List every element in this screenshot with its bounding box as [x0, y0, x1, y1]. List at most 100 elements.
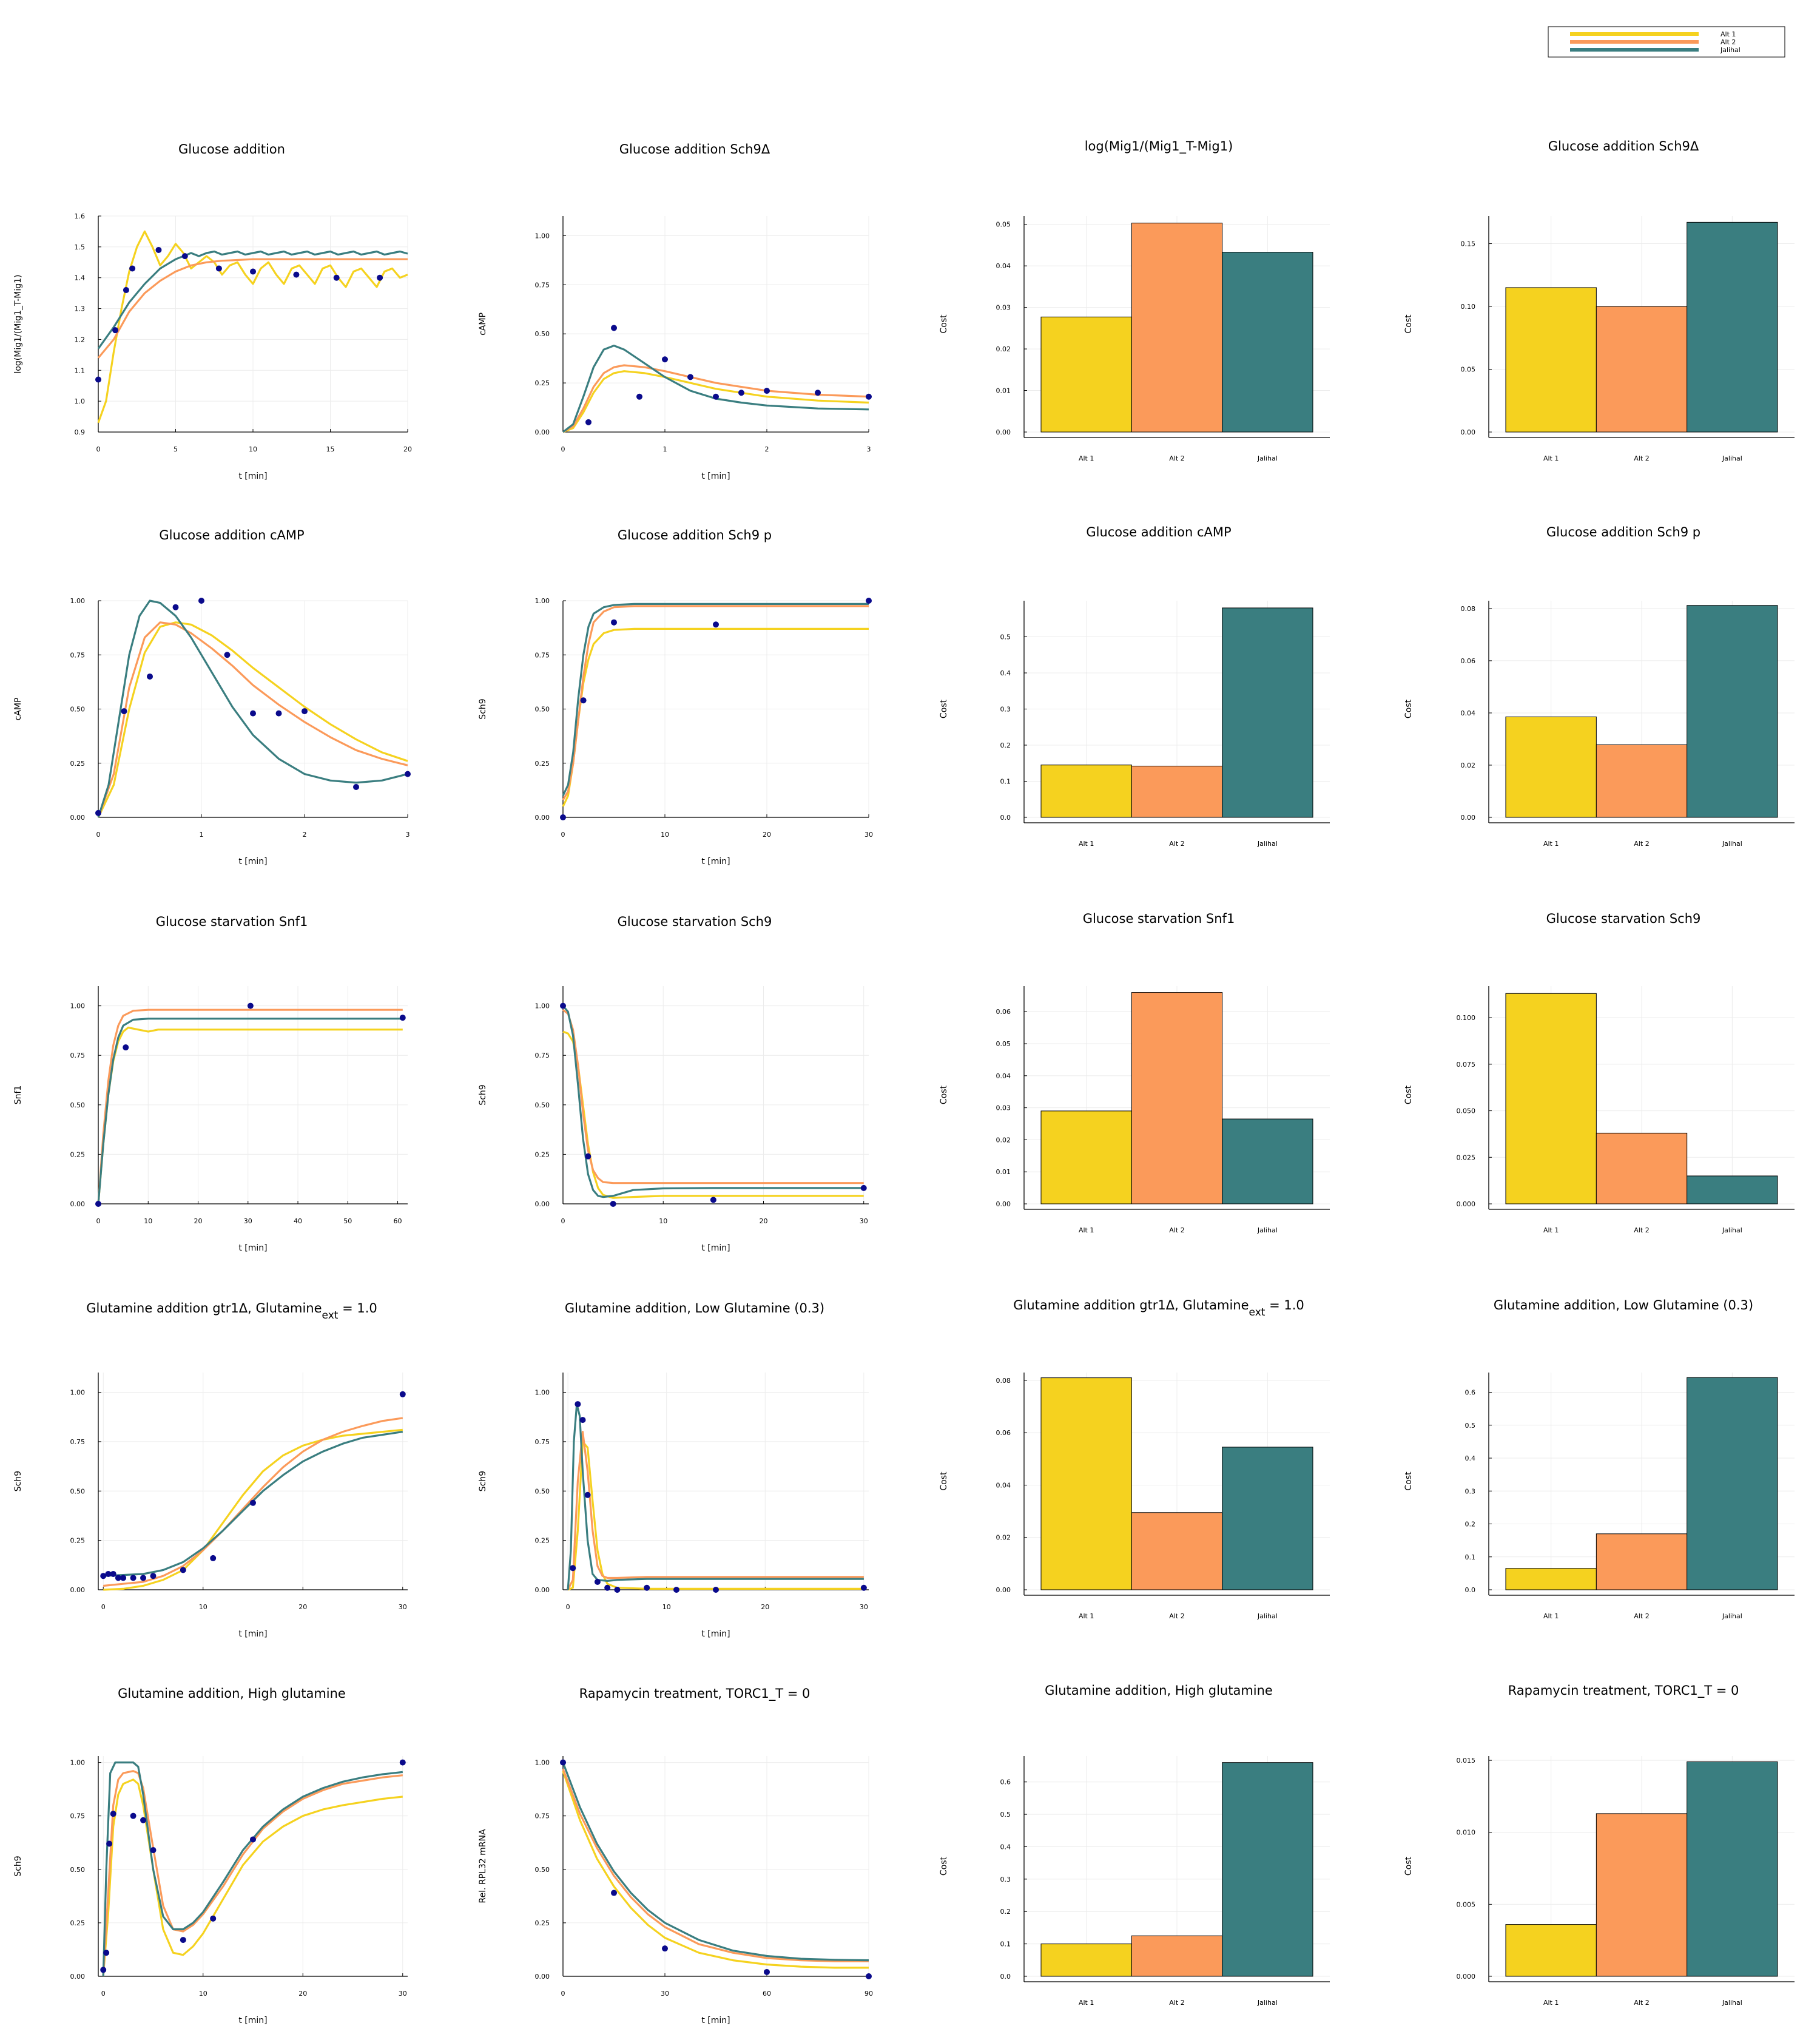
- bar-1: [1596, 744, 1688, 818]
- y-tick-label-4: 1.00: [70, 597, 86, 605]
- data-point-1: [575, 1401, 581, 1408]
- data-point-2: [247, 1002, 254, 1009]
- panel-title-18: Glutamine addition, High glutamine: [1045, 1683, 1273, 1698]
- y-tick-label-2: 0.50: [535, 330, 550, 338]
- data-point-3: [399, 1015, 406, 1021]
- data-point-9: [866, 393, 872, 400]
- y-axis-label: Cost: [1404, 1856, 1414, 1876]
- series-line-0: [102, 1778, 403, 1977]
- y-tick-label-1: 0.25: [535, 760, 550, 768]
- bar-1: [1131, 1935, 1223, 1977]
- data-point-9: [333, 274, 340, 281]
- data-point-7: [764, 388, 770, 394]
- y-tick-label-3: 0.03: [996, 1104, 1011, 1112]
- bar-0: [1505, 716, 1597, 818]
- x-tick-label-2: Jalihal: [1722, 840, 1742, 848]
- y-tick-label-0: 0.00: [70, 1586, 86, 1594]
- y-tick-label-4: 0.100: [1457, 1014, 1476, 1022]
- x-tick-label-1: 10: [659, 1217, 667, 1225]
- x-tick-label-2: Jalihal: [1722, 1612, 1742, 1620]
- x-tick-label-0: Alt 1: [1079, 1999, 1094, 2007]
- x-tick-label-2: Jalihal: [1257, 1999, 1278, 2007]
- data-point-2: [636, 393, 642, 400]
- y-tick-label-1: 0.02: [1461, 762, 1476, 769]
- y-tick-label-0: 0.00: [996, 428, 1011, 436]
- y-tick-label-4: 1.00: [70, 1389, 86, 1397]
- y-tick-label-3: 0.75: [535, 1438, 550, 1446]
- y-tick-label-2: 1.1: [75, 366, 86, 374]
- data-point-2: [147, 673, 153, 680]
- data-point-1: [103, 1950, 110, 1956]
- panel-5: Glucose addition Sch9 p 0 10 20 30 0.00 0.25 0.…: [478, 528, 873, 866]
- y-tick-label-3: 0.03: [996, 304, 1011, 312]
- data-point-3: [110, 1811, 116, 1817]
- bar-1: [1596, 306, 1688, 433]
- y-tick-label-4: 1.00: [535, 1389, 550, 1397]
- x-tick-label-0: Alt 1: [1079, 840, 1094, 848]
- bar-1: [1596, 1132, 1688, 1204]
- series-line-2: [562, 345, 869, 433]
- panel-title-14: Glutamine addition gtr1Δ, Glutamineext =…: [1013, 1298, 1304, 1319]
- x-tick-label-2: Jalihal: [1257, 840, 1278, 848]
- data-point-10: [860, 1584, 867, 1591]
- x-tick-label-4: 20: [403, 445, 412, 453]
- bar-2: [1222, 1118, 1313, 1204]
- data-point-4: [120, 1575, 127, 1581]
- y-tick-label-4: 0.08: [1461, 605, 1476, 613]
- panel-title-6: Glucose addition cAMP: [1086, 525, 1231, 539]
- x-tick-label-0: 0: [561, 1217, 565, 1225]
- data-point-8: [210, 1915, 217, 1922]
- data-point-0: [100, 1967, 107, 1973]
- data-point-2: [110, 1570, 116, 1577]
- y-tick-label-1: 0.25: [535, 1150, 550, 1158]
- panel-10: Glucose starvation Snf1 0.00 0.01 0.02 0.03 0…: [939, 911, 1330, 1234]
- bar-0: [1505, 1568, 1597, 1590]
- panel-15: Glutamine addition, Low Glutamine (0.3) 0…: [1404, 1298, 1795, 1620]
- x-tick-label-1: Alt 2: [1169, 1226, 1184, 1234]
- data-point-11: [399, 1391, 406, 1397]
- series-line-2: [97, 1018, 403, 1204]
- y-tick-label-3: 0.75: [70, 1812, 86, 1820]
- data-point-10: [405, 771, 411, 777]
- data-point-7: [644, 1584, 650, 1591]
- x-tick-label-1: 10: [661, 831, 669, 839]
- data-point-4: [130, 1812, 136, 1819]
- y-tick-label-7: 1.6: [75, 212, 86, 220]
- y-tick-label-3: 0.3: [1465, 1487, 1476, 1495]
- y-tick-label-0: 0.00: [535, 814, 550, 822]
- y-tick-label-3: 0.75: [535, 281, 550, 289]
- x-tick-label-1: 10: [144, 1217, 152, 1225]
- x-tick-label-3: 90: [864, 1990, 873, 1998]
- x-axis-label: t [min]: [701, 857, 730, 866]
- x-tick-label-0: Alt 1: [1543, 454, 1559, 462]
- data-point-4: [594, 1578, 601, 1585]
- x-tick-label-2: 2: [765, 445, 769, 453]
- y-tick-label-0: 0.000: [1457, 1973, 1476, 1981]
- y-tick-label-4: 1.00: [535, 597, 550, 605]
- panel-12: Glutamine addition gtr1Δ, Glutamineext =…: [13, 1301, 408, 1639]
- series-line-0: [562, 627, 869, 807]
- y-axis-label: Cost: [1404, 1085, 1414, 1104]
- panel-4: Glucose addition cAMP 0 1 2 3 0.00 0.25 0.50 0.7…: [13, 528, 411, 866]
- series-line-2: [102, 1761, 403, 1977]
- series-line-1: [102, 1770, 403, 1977]
- data-point-0: [95, 1201, 101, 1207]
- panel-11: Glucose starvation Sch9 0.000 0.025 0.050 0.…: [1404, 911, 1795, 1234]
- series-line-1: [97, 258, 408, 359]
- series-line-1: [97, 621, 408, 818]
- x-tick-label-1: Alt 2: [1169, 454, 1184, 462]
- y-tick-label-5: 0.5: [1000, 633, 1011, 641]
- y-tick-label-4: 1.00: [535, 232, 550, 240]
- data-point-7: [150, 1573, 157, 1579]
- x-axis-label: t [min]: [238, 1243, 267, 1253]
- panel-title-9: Glucose starvation Sch9: [618, 914, 772, 929]
- x-axis-label: t [min]: [701, 2016, 730, 2025]
- panel-18: Glutamine addition, High glutamine 0.0 0.1…: [939, 1683, 1330, 2007]
- data-point-9: [353, 784, 359, 791]
- y-axis-label: Cost: [939, 1471, 949, 1491]
- bar-2: [1222, 252, 1313, 433]
- x-tick-label-2: 20: [759, 1217, 767, 1225]
- x-tick-label-2: 20: [763, 831, 771, 839]
- y-tick-label-0: 0.00: [1461, 428, 1476, 436]
- y-axis-label: cAMP: [13, 698, 23, 721]
